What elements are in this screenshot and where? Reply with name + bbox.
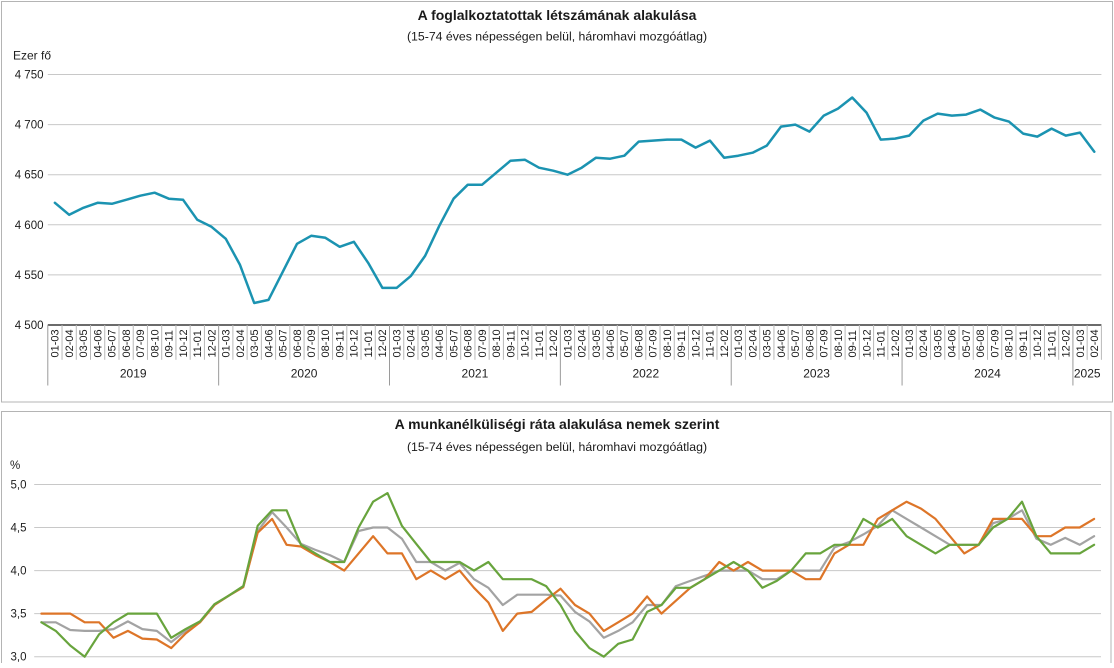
svg-text:03-05: 03-05 — [591, 329, 603, 357]
svg-text:4 650: 4 650 — [15, 170, 44, 182]
svg-text:01-03: 01-03 — [562, 329, 574, 357]
svg-text:09-11: 09-11 — [847, 330, 859, 357]
svg-text:03-05: 03-05 — [78, 329, 90, 357]
svg-text:07-09: 07-09 — [819, 329, 831, 357]
svg-text:09-11: 09-11 — [505, 330, 517, 357]
svg-text:05-07: 05-07 — [448, 329, 460, 357]
svg-text:07-09: 07-09 — [989, 329, 1001, 357]
svg-text:08-10: 08-10 — [1004, 329, 1016, 357]
svg-text:(15-74 éves népességen belül,: (15-74 éves népességen belül, háromhavi … — [407, 440, 707, 454]
svg-text:08-10: 08-10 — [320, 329, 332, 357]
svg-text:03-05: 03-05 — [249, 329, 261, 357]
svg-text:2019: 2019 — [120, 367, 147, 381]
svg-text:12-02: 12-02 — [1061, 329, 1073, 357]
svg-text:02-04: 02-04 — [406, 329, 418, 357]
svg-text:2020: 2020 — [291, 367, 318, 381]
svg-text:02-04: 02-04 — [235, 329, 247, 357]
svg-text:08-10: 08-10 — [662, 329, 674, 357]
svg-text:05-07: 05-07 — [278, 329, 290, 357]
svg-text:12-02: 12-02 — [548, 329, 560, 357]
svg-text:3,0: 3,0 — [11, 652, 27, 663]
svg-text:01-03: 01-03 — [391, 329, 403, 357]
svg-text:09-11: 09-11 — [334, 330, 346, 357]
svg-text:11-01: 11-01 — [1046, 330, 1058, 357]
svg-text:03-05: 03-05 — [762, 329, 774, 357]
svg-text:06-08: 06-08 — [804, 329, 816, 357]
svg-text:09-11: 09-11 — [676, 330, 688, 357]
svg-text:2023: 2023 — [803, 367, 830, 381]
svg-text:2025: 2025 — [1074, 367, 1101, 381]
svg-text:2024: 2024 — [974, 367, 1001, 381]
svg-text:3,5: 3,5 — [11, 609, 27, 621]
svg-text:11-01: 11-01 — [363, 330, 375, 357]
svg-text:10-12: 10-12 — [178, 329, 190, 357]
svg-text:12-02: 12-02 — [206, 329, 218, 357]
svg-text:2022: 2022 — [632, 367, 659, 381]
svg-text:02-04: 02-04 — [64, 329, 76, 357]
svg-text:5,0: 5,0 — [11, 480, 27, 492]
svg-text:06-08: 06-08 — [121, 329, 133, 357]
svg-text:05-07: 05-07 — [790, 329, 802, 357]
svg-text:01-03: 01-03 — [1075, 329, 1087, 357]
svg-text:(15-74 éves népességen belül,: (15-74 éves népességen belül, háromhavi … — [407, 29, 707, 43]
svg-text:06-08: 06-08 — [975, 329, 987, 357]
svg-text:%: % — [10, 460, 20, 472]
svg-text:01-03: 01-03 — [733, 329, 745, 357]
svg-text:01-03: 01-03 — [904, 329, 916, 357]
svg-text:10-12: 10-12 — [690, 329, 702, 357]
svg-text:2021: 2021 — [462, 367, 489, 381]
svg-text:11-01: 11-01 — [876, 330, 888, 357]
svg-text:04-06: 04-06 — [947, 329, 959, 357]
svg-text:11-01: 11-01 — [192, 330, 204, 357]
svg-text:A munkanélküliségi ráta alakul: A munkanélküliségi ráta alakulása nemek … — [395, 416, 720, 432]
svg-text:04-06: 04-06 — [263, 329, 275, 357]
svg-text:08-10: 08-10 — [149, 329, 161, 357]
svg-text:12-02: 12-02 — [890, 329, 902, 357]
svg-text:03-05: 03-05 — [932, 329, 944, 357]
svg-text:4 700: 4 700 — [15, 120, 44, 132]
svg-text:A foglalkoztatottak létszámána: A foglalkoztatottak létszámának alakulás… — [418, 7, 697, 23]
svg-text:08-10: 08-10 — [833, 329, 845, 357]
svg-text:05-07: 05-07 — [107, 329, 119, 357]
svg-text:10-12: 10-12 — [1032, 329, 1044, 357]
svg-text:04-06: 04-06 — [434, 329, 446, 357]
svg-text:05-07: 05-07 — [619, 329, 631, 357]
svg-text:02-04: 02-04 — [1089, 329, 1101, 357]
svg-text:07-09: 07-09 — [135, 329, 147, 357]
svg-text:09-11: 09-11 — [164, 330, 176, 357]
svg-text:10-12: 10-12 — [861, 329, 873, 357]
svg-text:02-04: 02-04 — [918, 329, 930, 357]
svg-text:Ezer fő: Ezer fő — [13, 49, 51, 63]
svg-text:06-08: 06-08 — [292, 329, 304, 357]
svg-text:04-06: 04-06 — [605, 329, 617, 357]
svg-text:06-08: 06-08 — [633, 329, 645, 357]
svg-text:4 750: 4 750 — [15, 70, 44, 82]
svg-text:04-06: 04-06 — [92, 329, 104, 357]
svg-text:01-03: 01-03 — [221, 329, 233, 357]
svg-text:4 500: 4 500 — [15, 320, 44, 332]
svg-text:4,5: 4,5 — [11, 523, 27, 535]
svg-text:12-02: 12-02 — [377, 329, 389, 357]
svg-text:4 550: 4 550 — [15, 270, 44, 282]
svg-text:03-05: 03-05 — [420, 329, 432, 357]
svg-text:07-09: 07-09 — [477, 329, 489, 357]
svg-text:10-12: 10-12 — [349, 329, 361, 357]
svg-text:04-06: 04-06 — [776, 329, 788, 357]
svg-text:10-12: 10-12 — [520, 329, 532, 357]
svg-text:08-10: 08-10 — [491, 329, 503, 357]
svg-text:09-11: 09-11 — [1018, 330, 1030, 357]
svg-text:11-01: 11-01 — [534, 330, 546, 357]
svg-text:02-04: 02-04 — [747, 329, 759, 357]
svg-text:4,0: 4,0 — [11, 566, 27, 578]
svg-text:05-07: 05-07 — [961, 329, 973, 357]
svg-text:11-01: 11-01 — [705, 330, 717, 357]
svg-text:01-03: 01-03 — [50, 329, 62, 357]
svg-text:07-09: 07-09 — [306, 329, 318, 357]
svg-text:06-08: 06-08 — [463, 329, 475, 357]
svg-text:02-04: 02-04 — [577, 329, 589, 357]
svg-text:4 600: 4 600 — [15, 220, 44, 232]
svg-text:12-02: 12-02 — [719, 329, 731, 357]
svg-text:07-09: 07-09 — [648, 329, 660, 357]
